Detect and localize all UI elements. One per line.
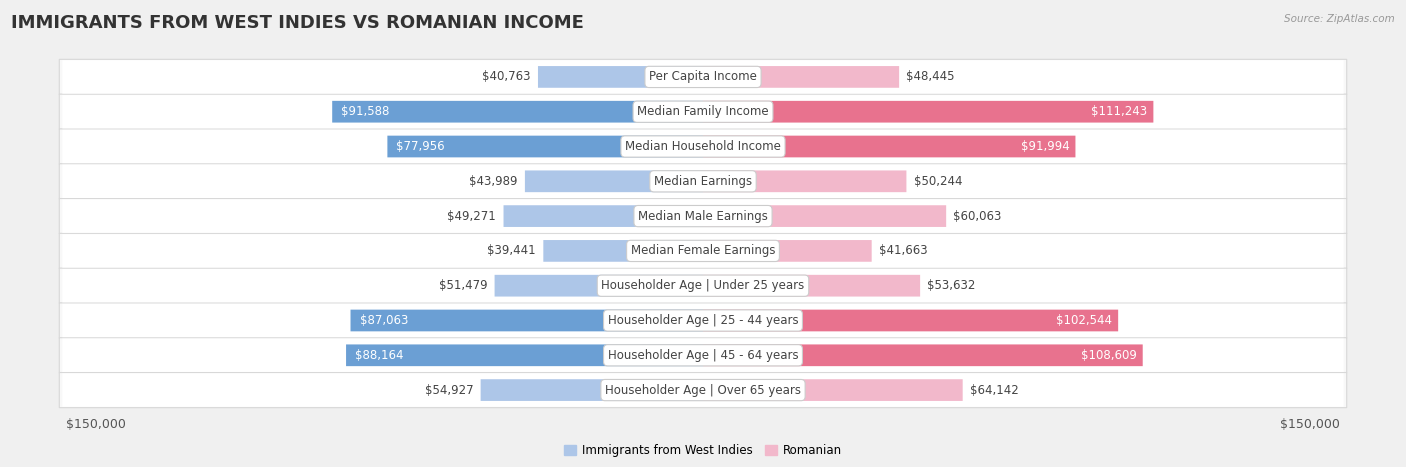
Text: $51,479: $51,479 bbox=[439, 279, 488, 292]
Text: $39,441: $39,441 bbox=[488, 244, 536, 257]
Text: Householder Age | 45 - 64 years: Householder Age | 45 - 64 years bbox=[607, 349, 799, 362]
FancyBboxPatch shape bbox=[481, 379, 703, 401]
FancyBboxPatch shape bbox=[62, 130, 1344, 163]
FancyBboxPatch shape bbox=[62, 199, 1344, 233]
Text: Source: ZipAtlas.com: Source: ZipAtlas.com bbox=[1284, 14, 1395, 24]
Text: Householder Age | Under 25 years: Householder Age | Under 25 years bbox=[602, 279, 804, 292]
FancyBboxPatch shape bbox=[703, 310, 1118, 332]
FancyBboxPatch shape bbox=[538, 66, 703, 88]
FancyBboxPatch shape bbox=[62, 304, 1344, 337]
FancyBboxPatch shape bbox=[703, 240, 872, 262]
FancyBboxPatch shape bbox=[59, 338, 1347, 373]
Text: $111,243: $111,243 bbox=[1091, 105, 1147, 118]
FancyBboxPatch shape bbox=[543, 240, 703, 262]
FancyBboxPatch shape bbox=[524, 170, 703, 192]
FancyBboxPatch shape bbox=[350, 310, 703, 332]
Text: $88,164: $88,164 bbox=[356, 349, 404, 362]
FancyBboxPatch shape bbox=[332, 101, 703, 122]
FancyBboxPatch shape bbox=[495, 275, 703, 297]
Text: $77,956: $77,956 bbox=[396, 140, 446, 153]
FancyBboxPatch shape bbox=[62, 234, 1344, 268]
Text: Per Capita Income: Per Capita Income bbox=[650, 71, 756, 84]
Text: Median Family Income: Median Family Income bbox=[637, 105, 769, 118]
Text: Median Male Earnings: Median Male Earnings bbox=[638, 210, 768, 223]
FancyBboxPatch shape bbox=[62, 269, 1344, 303]
Text: Householder Age | 25 - 44 years: Householder Age | 25 - 44 years bbox=[607, 314, 799, 327]
FancyBboxPatch shape bbox=[703, 345, 1143, 366]
Text: $41,663: $41,663 bbox=[879, 244, 928, 257]
Text: $102,544: $102,544 bbox=[1056, 314, 1112, 327]
Text: $43,989: $43,989 bbox=[470, 175, 517, 188]
FancyBboxPatch shape bbox=[59, 59, 1347, 94]
Text: $54,927: $54,927 bbox=[425, 383, 474, 396]
FancyBboxPatch shape bbox=[703, 101, 1153, 122]
FancyBboxPatch shape bbox=[62, 374, 1344, 407]
Text: $53,632: $53,632 bbox=[928, 279, 976, 292]
FancyBboxPatch shape bbox=[346, 345, 703, 366]
Text: $91,994: $91,994 bbox=[1021, 140, 1070, 153]
FancyBboxPatch shape bbox=[62, 164, 1344, 198]
Text: Median Earnings: Median Earnings bbox=[654, 175, 752, 188]
FancyBboxPatch shape bbox=[59, 373, 1347, 408]
Text: $40,763: $40,763 bbox=[482, 71, 530, 84]
FancyBboxPatch shape bbox=[703, 205, 946, 227]
Text: $87,063: $87,063 bbox=[360, 314, 408, 327]
Text: $60,063: $60,063 bbox=[953, 210, 1002, 223]
Text: Median Household Income: Median Household Income bbox=[626, 140, 780, 153]
FancyBboxPatch shape bbox=[59, 94, 1347, 129]
FancyBboxPatch shape bbox=[388, 135, 703, 157]
FancyBboxPatch shape bbox=[59, 129, 1347, 164]
Text: IMMIGRANTS FROM WEST INDIES VS ROMANIAN INCOME: IMMIGRANTS FROM WEST INDIES VS ROMANIAN … bbox=[11, 14, 583, 32]
FancyBboxPatch shape bbox=[62, 95, 1344, 128]
FancyBboxPatch shape bbox=[59, 234, 1347, 269]
FancyBboxPatch shape bbox=[703, 135, 1076, 157]
Text: $108,609: $108,609 bbox=[1081, 349, 1136, 362]
Text: Median Female Earnings: Median Female Earnings bbox=[631, 244, 775, 257]
Legend: Immigrants from West Indies, Romanian: Immigrants from West Indies, Romanian bbox=[560, 439, 846, 462]
FancyBboxPatch shape bbox=[703, 66, 898, 88]
FancyBboxPatch shape bbox=[703, 170, 907, 192]
Text: $50,244: $50,244 bbox=[914, 175, 962, 188]
FancyBboxPatch shape bbox=[703, 275, 920, 297]
FancyBboxPatch shape bbox=[62, 339, 1344, 372]
FancyBboxPatch shape bbox=[703, 379, 963, 401]
FancyBboxPatch shape bbox=[59, 268, 1347, 303]
FancyBboxPatch shape bbox=[59, 198, 1347, 234]
Text: $48,445: $48,445 bbox=[907, 71, 955, 84]
Text: $91,588: $91,588 bbox=[342, 105, 389, 118]
FancyBboxPatch shape bbox=[503, 205, 703, 227]
FancyBboxPatch shape bbox=[62, 60, 1344, 93]
Text: $49,271: $49,271 bbox=[447, 210, 496, 223]
FancyBboxPatch shape bbox=[59, 164, 1347, 199]
Text: Householder Age | Over 65 years: Householder Age | Over 65 years bbox=[605, 383, 801, 396]
Text: $64,142: $64,142 bbox=[970, 383, 1019, 396]
FancyBboxPatch shape bbox=[59, 303, 1347, 338]
